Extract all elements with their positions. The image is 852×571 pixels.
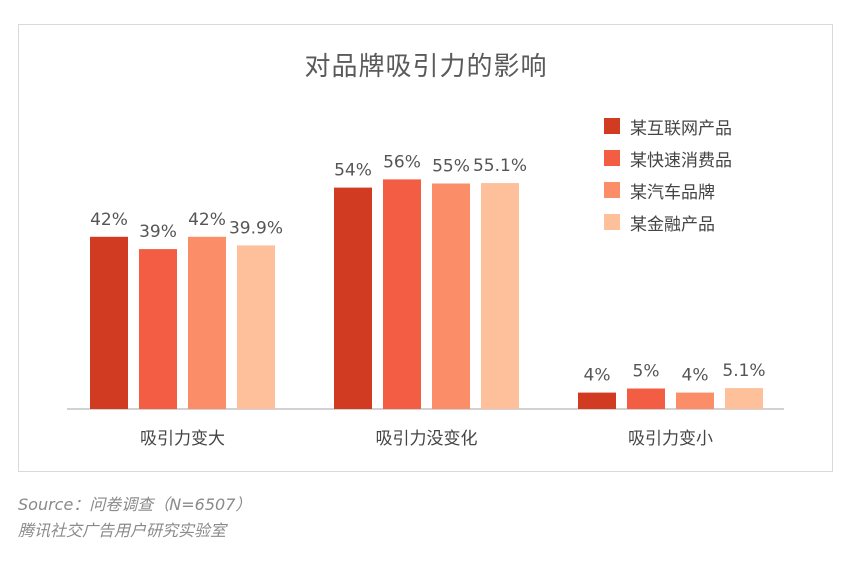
data-label: 42% — [90, 210, 128, 230]
legend-swatch — [604, 118, 620, 134]
chart-title: 对品牌吸引力的影响 — [304, 52, 548, 82]
legend-label: 某快速消费品 — [630, 150, 732, 171]
data-label: 55% — [432, 157, 470, 177]
legend-swatch — [604, 150, 620, 166]
data-label: 4% — [682, 366, 709, 386]
data-label: 54% — [334, 161, 372, 181]
data-label: 39.9% — [229, 218, 283, 238]
bar — [90, 236, 128, 409]
legend-swatch — [604, 182, 620, 198]
category-label: 吸引力变大 — [140, 429, 225, 449]
legend-label: 某金融产品 — [630, 214, 715, 235]
data-label: 5.1% — [722, 361, 765, 381]
bar — [139, 249, 177, 409]
legend-item: 某互联网产品 — [604, 110, 732, 142]
source-organization: 腾讯社交广告用户研究实验室 — [18, 521, 227, 540]
bar — [188, 236, 226, 409]
source-note: Source：问卷调查（N=6507） 腾讯社交广告用户研究实验室 — [18, 492, 251, 544]
data-label: 5% — [633, 362, 660, 382]
data-label: 42% — [188, 210, 226, 230]
legend-label: 某互联网产品 — [630, 118, 732, 139]
chart-legend: 某互联网产品 某快速消费品 某汽车品牌某金融产品 — [604, 110, 732, 238]
legend-item: 某汽车品牌 — [604, 174, 732, 206]
bar — [334, 187, 372, 409]
bar — [237, 245, 275, 409]
bar — [481, 183, 519, 409]
data-label: 56% — [383, 152, 421, 172]
data-label: 55.1% — [473, 156, 527, 176]
category-label: 吸引力没变化 — [376, 429, 478, 449]
data-label: 4% — [584, 366, 611, 386]
bar — [627, 388, 665, 409]
category-label: 吸引力变小 — [628, 429, 713, 449]
legend-item: 某金融产品 — [604, 206, 732, 238]
bar — [676, 392, 714, 409]
legend-label: 某汽车品牌 — [630, 182, 715, 203]
bar — [578, 392, 616, 409]
data-label: 39% — [139, 222, 177, 242]
source-line: Source：问卷调查（N=6507） — [18, 495, 252, 514]
legend-swatch — [604, 214, 620, 230]
bar — [383, 179, 421, 409]
bar — [432, 183, 470, 409]
legend-item: 某快速消费品 — [604, 142, 732, 174]
bar — [725, 388, 763, 409]
